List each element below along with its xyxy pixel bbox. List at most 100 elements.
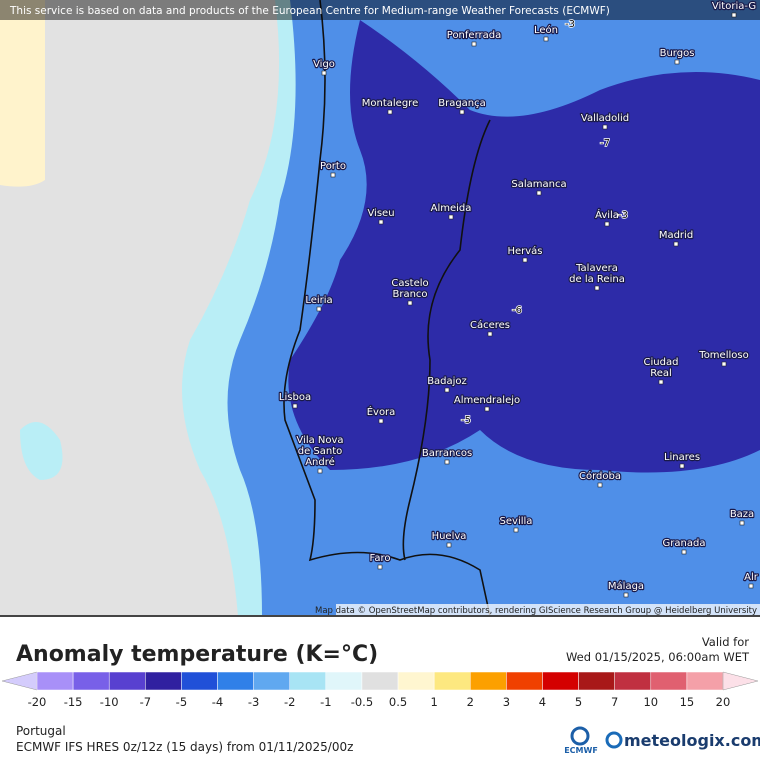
- city-marker: [316, 306, 322, 312]
- city-label: Valladolid: [581, 113, 629, 124]
- city-marker: [748, 583, 754, 589]
- color-bar-cell: [325, 671, 363, 691]
- city-label: Linares: [664, 452, 700, 463]
- color-bar-arrow: [722, 671, 759, 691]
- city-marker: [378, 418, 384, 424]
- city-marker: [444, 387, 450, 393]
- color-bar: -20 -15 -10 -7 -5 -4 -3 -2 -1 -0.5 0.5 1 2 3 4 5 7 10 15 20: [1, 671, 759, 709]
- city-marker: [487, 331, 493, 337]
- city-marker: [604, 221, 610, 227]
- city-marker: [739, 520, 745, 526]
- city-label: Leiria: [305, 295, 332, 306]
- color-bar-cell: [686, 671, 724, 691]
- city-marker: [674, 59, 680, 65]
- city-label: Vila Nova: [296, 435, 343, 446]
- city-label: Porto: [320, 161, 346, 172]
- color-bar-tick-label: -4: [212, 695, 223, 709]
- color-bar-tick-label: -15: [64, 695, 83, 709]
- city-marker: [543, 36, 549, 42]
- contour-label: -7: [600, 138, 610, 149]
- anomaly-area: [288, 20, 760, 473]
- city-marker: [597, 482, 603, 488]
- city-marker: [407, 300, 413, 306]
- city-marker: [292, 403, 298, 409]
- city-label: Ponferrada: [447, 30, 501, 41]
- color-bar-tick-label: 20: [716, 695, 731, 709]
- color-bar-tick-label: 15: [680, 695, 695, 709]
- city-label: Huelva: [432, 531, 467, 542]
- color-bar-cell: [181, 671, 218, 691]
- city-marker: [387, 109, 393, 115]
- city-label: Barrancos: [422, 448, 472, 459]
- ecmwf-logo: [570, 726, 590, 746]
- city-label: Castelo: [391, 278, 428, 289]
- color-bar-cell: [253, 671, 290, 691]
- city-label: Faro: [370, 553, 391, 564]
- color-bar-tick-label: 10: [643, 695, 658, 709]
- color-bar-cell: [433, 671, 471, 691]
- color-bar-cell: [614, 671, 652, 691]
- color-bar-tick-label: 1: [430, 695, 437, 709]
- city-marker: [602, 124, 608, 130]
- city-marker: [446, 542, 452, 548]
- city-marker: [484, 406, 490, 412]
- city-label: Salamanca: [511, 179, 566, 190]
- city-marker: [459, 109, 465, 115]
- anomaly-area: [0, 0, 45, 187]
- ecmwf-text: ECMWF: [564, 746, 598, 755]
- brand: meteologix.com: [624, 731, 760, 750]
- color-bar-cell: [542, 671, 579, 691]
- color-bar-cell: [217, 671, 254, 691]
- city-label: Lisboa: [279, 392, 311, 403]
- city-marker: [536, 190, 542, 196]
- color-bar-tick-label: -5: [176, 695, 187, 709]
- city-label: Córdoba: [579, 470, 621, 482]
- city-label: Granada: [663, 538, 706, 549]
- color-bar-tick-label: -10: [100, 695, 119, 709]
- color-bar-cell: [361, 671, 399, 691]
- city-marker: [731, 12, 737, 18]
- color-bar-arrow: [1, 671, 38, 691]
- city-marker: [679, 463, 685, 469]
- city-label: Montalegre: [362, 98, 418, 109]
- city-marker: [623, 592, 629, 598]
- city-marker: [681, 549, 687, 555]
- city-label: Vitoria-G: [712, 1, 756, 12]
- city-label: Real: [650, 368, 672, 379]
- city-marker: [377, 564, 383, 570]
- attribution-bg: [336, 604, 760, 616]
- city-marker: [522, 257, 528, 263]
- city-marker: [444, 459, 450, 465]
- city-label: Talavera: [575, 263, 618, 274]
- contour-label: -5: [461, 415, 471, 426]
- city-label: Madrid: [659, 230, 693, 241]
- city-marker: [321, 70, 327, 76]
- color-bar-tick-label: 0.5: [389, 695, 407, 709]
- city-marker: [330, 172, 336, 178]
- city-label: Almendralejo: [454, 395, 520, 406]
- color-bar-tick-label: -0.5: [351, 695, 373, 709]
- city-label: Viseu: [367, 208, 394, 219]
- city-marker: [317, 468, 323, 474]
- city-marker: [513, 527, 519, 533]
- color-bar-cell: [289, 671, 327, 691]
- legend-title: Anomaly temperature (K=°C): [16, 642, 378, 667]
- city-marker: [658, 379, 664, 385]
- valid-time: Wed 01/15/2025, 06:00am WET: [566, 650, 750, 664]
- color-bar-tick-label: -7: [140, 695, 151, 709]
- color-bar-tick-label: -3: [248, 695, 259, 709]
- city-label: André: [305, 456, 335, 468]
- color-bar-cell: [470, 671, 507, 691]
- color-bar-cell: [397, 671, 435, 691]
- region: Portugal: [16, 724, 66, 738]
- city-label: Tomelloso: [698, 350, 748, 361]
- city-label: Burgos: [660, 48, 695, 59]
- border: [283, 0, 491, 617]
- contour-label: -3: [618, 210, 628, 221]
- city-marker: [721, 361, 727, 367]
- city-label: Baza: [730, 509, 754, 520]
- color-bar-cell: [145, 671, 182, 691]
- banner-bg: [0, 0, 760, 20]
- city-marker: [594, 285, 600, 291]
